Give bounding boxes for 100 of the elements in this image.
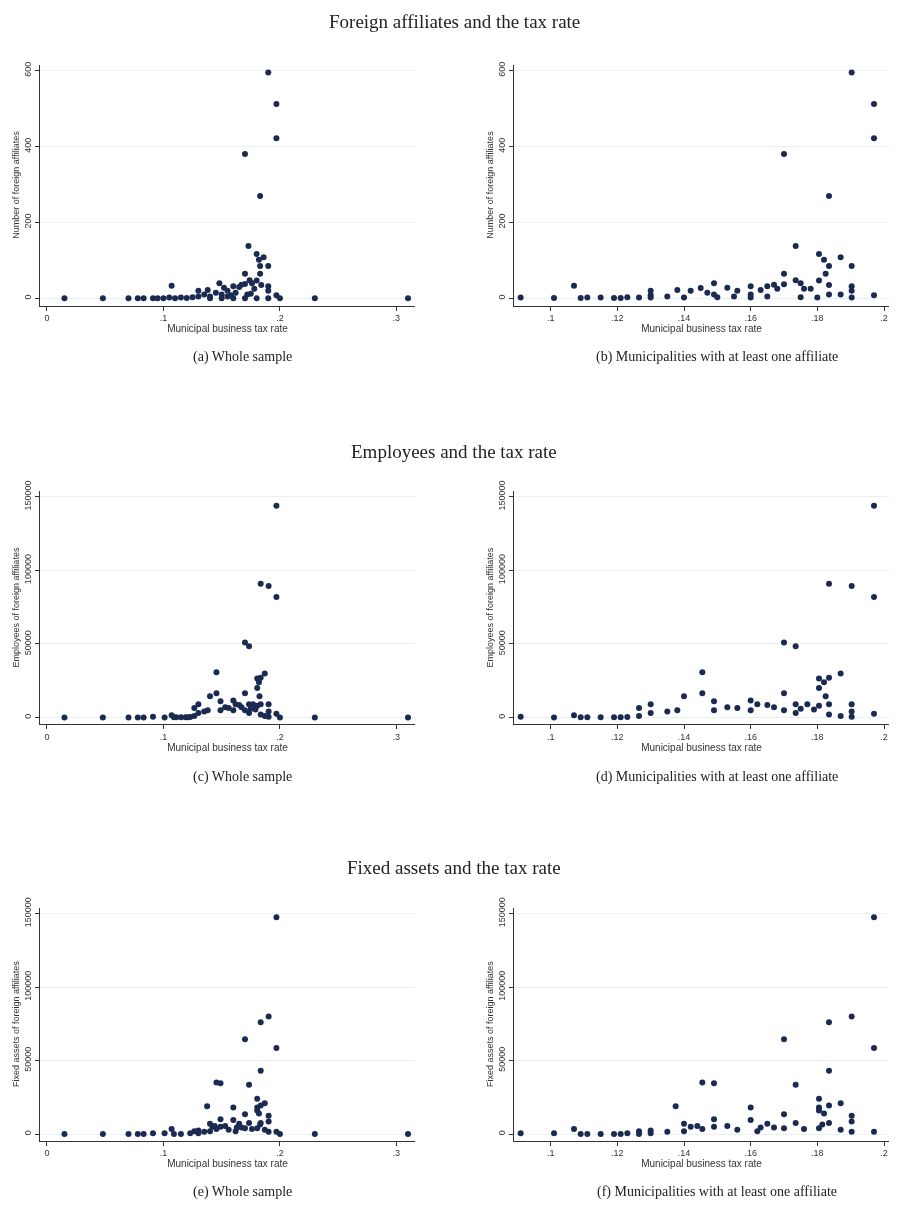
point [816,1095,822,1102]
y-tick-label: 0 [23,294,34,300]
point [584,1131,591,1138]
y-axis-title: Number of foreign affiliates [10,130,21,239]
point [757,1124,764,1131]
text: Employees and the tax rate [351,441,557,462]
point [711,707,717,714]
y-tick-label: 0 [497,713,508,719]
point [551,1130,557,1137]
y-tick-label: 100000 [497,970,508,1001]
x-tick-label: .3 [392,731,401,742]
point [699,690,706,697]
point [647,701,654,708]
y-tick-label: 100000 [23,554,34,585]
y-tick-label: 150000 [23,897,34,928]
point [848,1112,855,1119]
x-tick-label: .1 [546,313,555,324]
point [781,639,787,646]
point [584,714,591,721]
x-tick-label: .12 [611,313,624,324]
y-tick-label: 50000 [497,630,508,656]
point [781,1125,787,1132]
y-tick-label: 50000 [23,1046,34,1072]
point [848,708,855,715]
point [611,1131,617,1138]
y-tick-label: 0 [23,1130,34,1136]
point [699,669,706,676]
point [577,1131,584,1138]
point [871,1045,877,1052]
point [871,710,877,717]
point [771,1124,777,1131]
x-tick-label: .18 [811,313,824,324]
point [848,582,855,589]
point [848,713,855,720]
point [517,713,524,720]
point [711,1116,717,1123]
y-tick-label: 600 [23,61,34,77]
point [837,670,844,677]
point [821,1110,827,1117]
x-tick-label: 0 [44,313,50,324]
x-tick-label: .3 [392,1148,401,1159]
x-axis-title: Municipal business tax rate [641,741,763,753]
point [792,643,799,650]
point [826,1067,832,1074]
x-tick-label: .1 [546,731,555,742]
point [826,1019,832,1026]
point [764,702,771,708]
point [816,702,822,709]
point [848,1128,855,1135]
x-tick-label: .2 [276,313,284,324]
point [848,1013,855,1020]
point [636,713,642,720]
x-tick-label: .12 [611,1148,624,1159]
point [792,701,799,708]
point [792,710,799,717]
y-tick-label: 200 [23,213,34,229]
point [724,1122,731,1129]
point [816,1125,822,1132]
y-tick-label: 100000 [497,554,508,585]
x-tick-label: .14 [677,313,691,324]
x-axis-title: Municipal business tax rate [167,1158,289,1170]
point [837,1126,844,1133]
y-tick-label: 0 [497,1130,508,1136]
point [636,704,642,711]
point [517,1130,524,1137]
point [871,593,877,600]
point [837,1100,844,1107]
y-tick-label: 400 [23,137,34,153]
x-tick-label: .16 [744,731,757,742]
y-tick-label: 50000 [497,1046,508,1072]
x-tick-label: .12 [611,731,624,742]
point [871,914,877,921]
point [792,1081,799,1088]
point [734,1126,741,1133]
point [711,1123,717,1130]
y-tick-label: 400 [497,137,508,153]
point [781,690,787,697]
text: (d) Municipalities with at least one affiliate [596,769,839,785]
point [826,674,832,681]
point [781,1036,787,1043]
point [819,1121,826,1128]
point [811,706,817,713]
x-tick-label: .1 [159,731,168,742]
x-tick-label: .14 [677,731,691,742]
point [801,1125,807,1132]
x-tick-label: .2 [880,731,888,742]
point [664,1128,671,1135]
x-tick-label: .1 [159,313,168,324]
point [747,1104,754,1111]
point [577,714,584,721]
y-tick-label: 150000 [497,480,508,511]
x-tick-label: 0 [44,1148,50,1159]
point [826,580,832,587]
x-tick-label: .1 [546,1148,555,1159]
point [699,1125,706,1132]
y-tick-label: 150000 [497,897,508,928]
point [781,1111,787,1118]
x-tick-label: .2 [276,731,284,742]
point [747,707,754,714]
point [792,1120,799,1127]
